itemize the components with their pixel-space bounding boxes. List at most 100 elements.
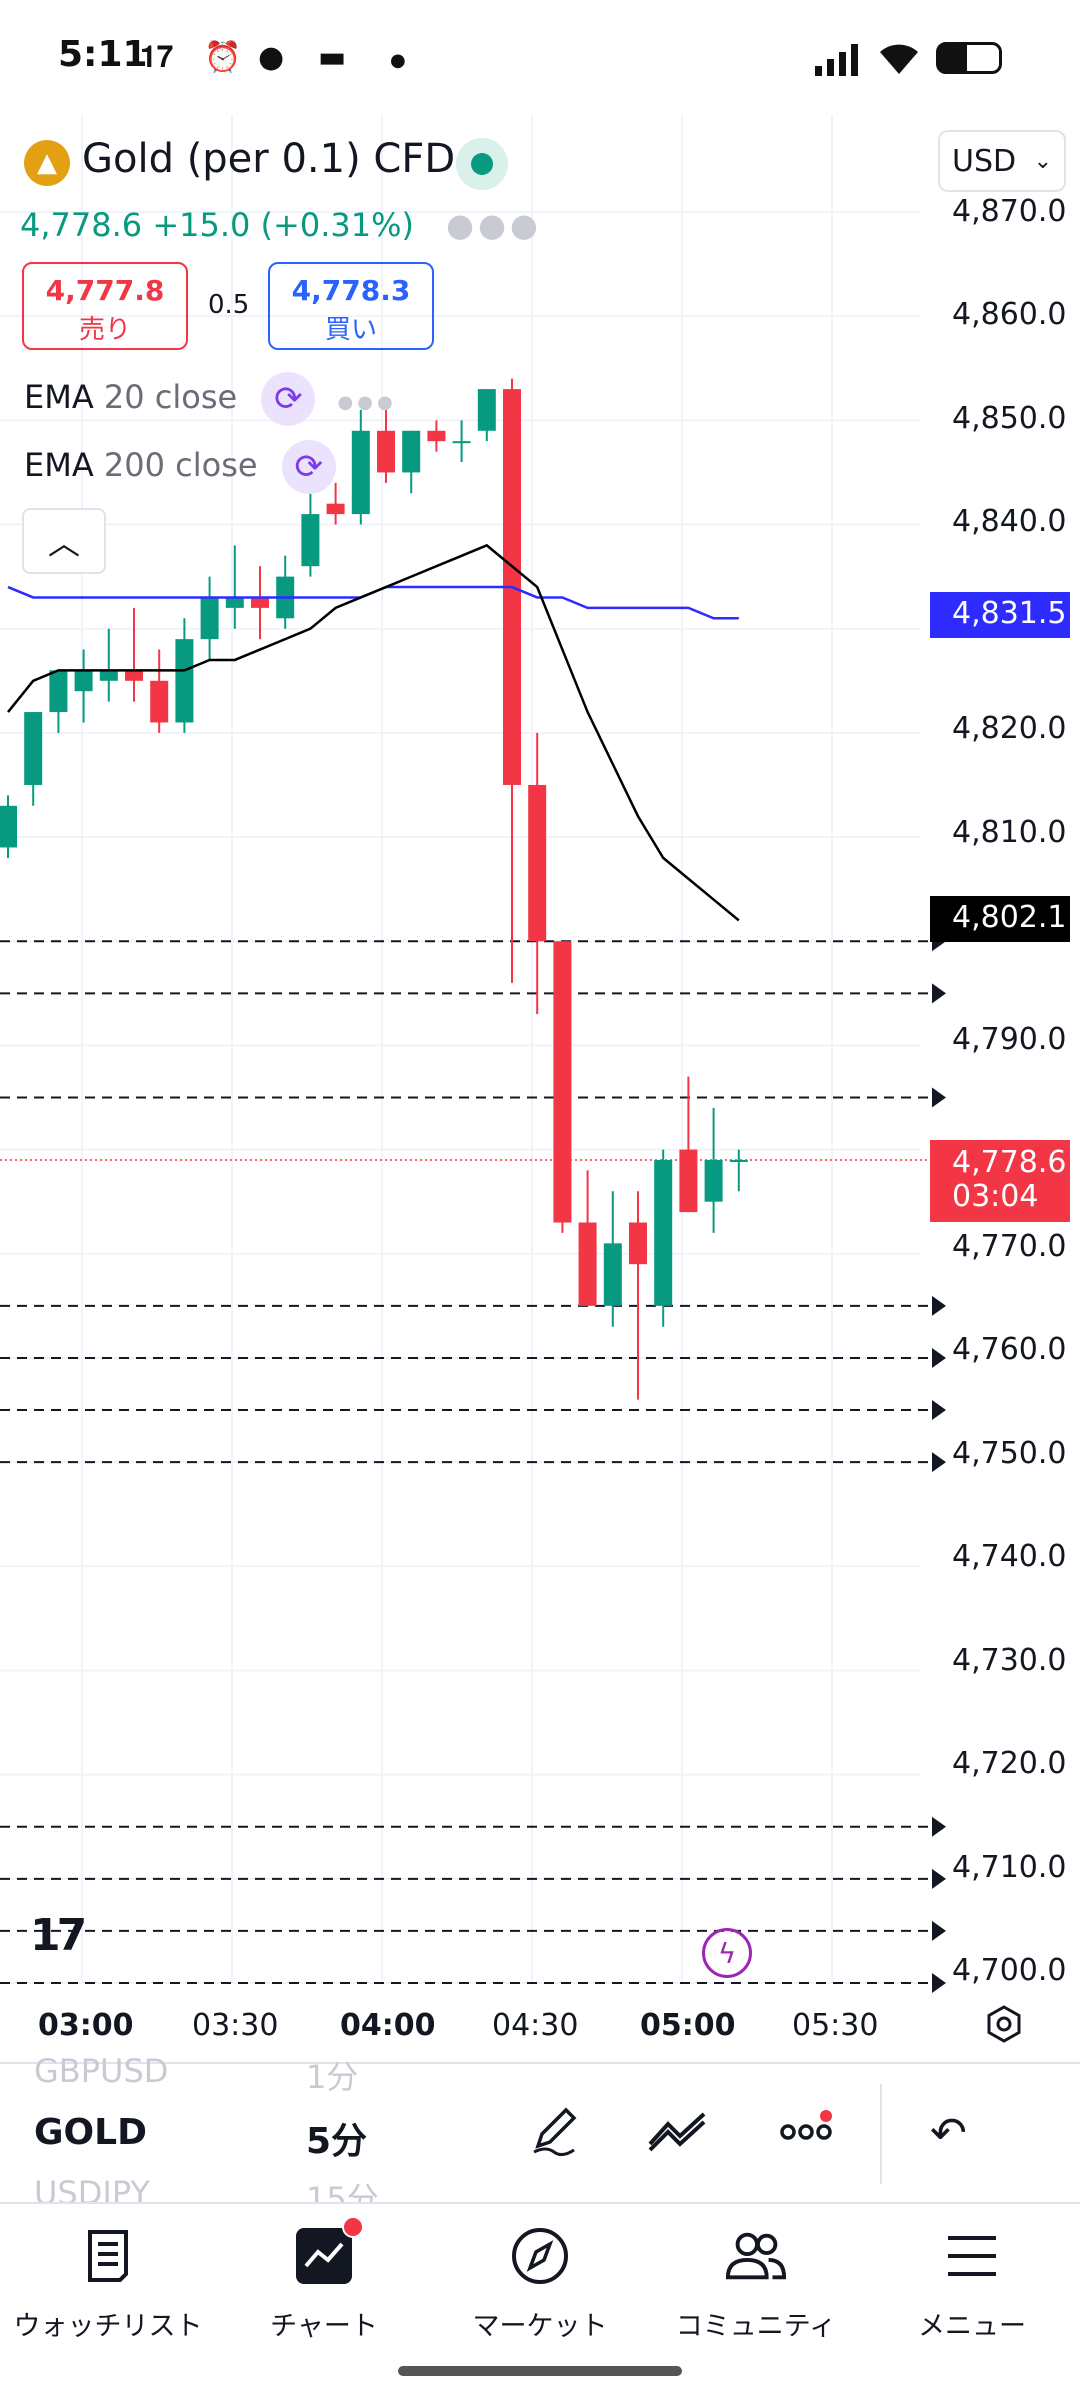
nav-label: ウォッチリスト xyxy=(13,2311,203,2342)
bar-countdown: 03:04 xyxy=(952,1179,1039,1214)
more-dots-icon[interactable]: ●●● xyxy=(446,206,542,244)
time-tick: 05:30 xyxy=(792,2008,879,2043)
nav-menu[interactable]: メニュー xyxy=(864,2204,1080,2374)
candle-body xyxy=(553,941,572,1223)
price-tick: 4,820.0 xyxy=(952,711,1067,746)
buy-price: 4,778.3 xyxy=(291,274,411,307)
more-dots-icon[interactable]: ●●● xyxy=(337,392,397,413)
time-tick: 04:30 xyxy=(492,2008,579,2043)
time-tick: 03:30 xyxy=(192,2008,279,2043)
indicator-legend-ema20[interactable]: EMA 20 close ⟳ ●●● xyxy=(24,372,397,426)
price-chart[interactable] xyxy=(0,115,1080,1995)
candle-body xyxy=(679,1149,698,1213)
level-arrow-icon xyxy=(932,1347,946,1368)
candle-body xyxy=(377,430,395,473)
undo-icon[interactable]: ↶ xyxy=(930,2108,967,2159)
level-arrow-icon xyxy=(932,1973,946,1993)
symbol-prev[interactable]: GBPUSD xyxy=(34,2052,169,2090)
candle-body xyxy=(729,1160,748,1163)
price-tick: 4,860.0 xyxy=(952,297,1067,332)
spread-value: 0.5 xyxy=(208,290,250,320)
card-icon: ▬ xyxy=(318,40,347,75)
tradingview-logo-icon: 𝟭𝟳 xyxy=(30,1910,87,1961)
last-price-tag-value: 4,778.6 xyxy=(952,1145,1067,1180)
candle-body xyxy=(452,441,471,444)
toolbar-divider xyxy=(880,2084,882,2184)
watchlist-icon xyxy=(76,2224,140,2288)
candle-body xyxy=(125,670,143,681)
level-arrow-icon xyxy=(932,1868,946,1889)
wifi-icon xyxy=(876,40,922,80)
candle-body xyxy=(629,1222,647,1265)
price-tick: 4,840.0 xyxy=(952,504,1067,539)
gold-logo-icon: ▲ xyxy=(24,140,70,186)
chevron-up-icon: ︿ xyxy=(47,524,80,562)
collapse-legend-button[interactable]: ︿ xyxy=(22,508,106,574)
drawing-pen-icon[interactable] xyxy=(526,2100,586,2164)
lightning-icon[interactable]: ϟ xyxy=(702,1928,752,1978)
candle-body xyxy=(251,597,269,608)
symbol-selector[interactable]: GOLD xyxy=(34,2112,147,2153)
price-tick: 4,720.0 xyxy=(952,1746,1067,1781)
battery-icon xyxy=(936,42,1002,74)
buy-button[interactable]: 4,778.3 買い xyxy=(268,262,434,350)
nav-watchlist[interactable]: ウォッチリスト xyxy=(0,2204,216,2374)
candle-body xyxy=(578,1222,597,1306)
indicator-param: 20 close xyxy=(103,378,238,416)
indicator-legend-ema200[interactable]: EMA 200 close ⟳ xyxy=(24,440,336,494)
menu-icon xyxy=(940,2224,1004,2288)
symbol-title[interactable]: Gold (per 0.1) CFD xyxy=(82,136,456,182)
price-summary: 4,778.6 +15.0 (+0.31%) ●●● xyxy=(20,206,542,244)
refresh-icon[interactable]: ⟳ xyxy=(281,440,336,494)
nav-label: コミュニティ xyxy=(675,2311,837,2342)
refresh-icon[interactable]: ⟳ xyxy=(261,372,316,426)
candle-body xyxy=(175,639,194,723)
ema20-line xyxy=(7,543,740,922)
candle-body xyxy=(24,712,43,785)
price-tick: 4,770.0 xyxy=(952,1229,1067,1264)
nav-label: チャート xyxy=(270,2311,378,2342)
chart-settings-icon[interactable] xyxy=(984,2004,1024,2048)
indicator-name: EMA xyxy=(24,446,94,484)
sell-price: 4,777.8 xyxy=(45,274,165,307)
interval-selector[interactable]: 5分 xyxy=(306,2121,368,2162)
price-tick: 4,700.0 xyxy=(952,1953,1067,1988)
price-tick: 4,870.0 xyxy=(952,194,1067,229)
currency-select[interactable]: USD ⌄ xyxy=(938,130,1066,192)
compass-icon xyxy=(508,2224,572,2288)
indicators-icon[interactable] xyxy=(646,2106,712,2158)
price-tick: 4,750.0 xyxy=(952,1436,1067,1471)
sell-button[interactable]: 4,777.8 売り xyxy=(22,262,188,350)
level-arrow-icon xyxy=(932,1087,946,1108)
chevron-down-icon: ⌄ xyxy=(1033,148,1052,174)
home-indicator xyxy=(398,2366,682,2376)
level-arrow-icon xyxy=(932,983,946,1004)
level-arrow-icon xyxy=(932,1816,946,1837)
candle-body xyxy=(301,514,320,567)
sell-label: 売り xyxy=(78,315,131,345)
app-notification-icon: ● xyxy=(258,40,285,75)
tradingview-notification-icon: 𝟏𝟕 xyxy=(140,40,174,75)
currency-value: USD xyxy=(952,143,1017,179)
ema20-price-tag: 4,802.1 xyxy=(930,896,1070,942)
candle-body xyxy=(0,805,17,848)
candle-body xyxy=(528,784,547,942)
signal-icon xyxy=(815,44,861,80)
level-arrow-icon xyxy=(932,1920,946,1941)
candle-body xyxy=(477,389,496,431)
more-options-icon[interactable] xyxy=(778,2110,838,2154)
indicator-name: EMA xyxy=(24,378,94,416)
price-tick: 4,740.0 xyxy=(952,1539,1067,1574)
alarm-icon: ⏰ xyxy=(204,40,242,75)
market-open-status-icon[interactable] xyxy=(456,138,508,190)
nav-market[interactable]: マーケット xyxy=(432,2204,648,2374)
nav-chart[interactable]: チャート xyxy=(216,2204,432,2374)
community-icon xyxy=(724,2224,788,2288)
nav-community[interactable]: コミュニティ xyxy=(648,2204,864,2374)
interval-prev[interactable]: 1分 xyxy=(306,2058,359,2096)
nav-label: マーケット xyxy=(472,2311,608,2342)
ema200-price-tag: 4,831.5 xyxy=(930,592,1070,638)
candle-body xyxy=(704,1160,723,1202)
candle-body xyxy=(99,670,118,681)
bottom-nav: ウォッチリスト チャート マーケット コミュニティ メニュー xyxy=(0,2202,1080,2402)
